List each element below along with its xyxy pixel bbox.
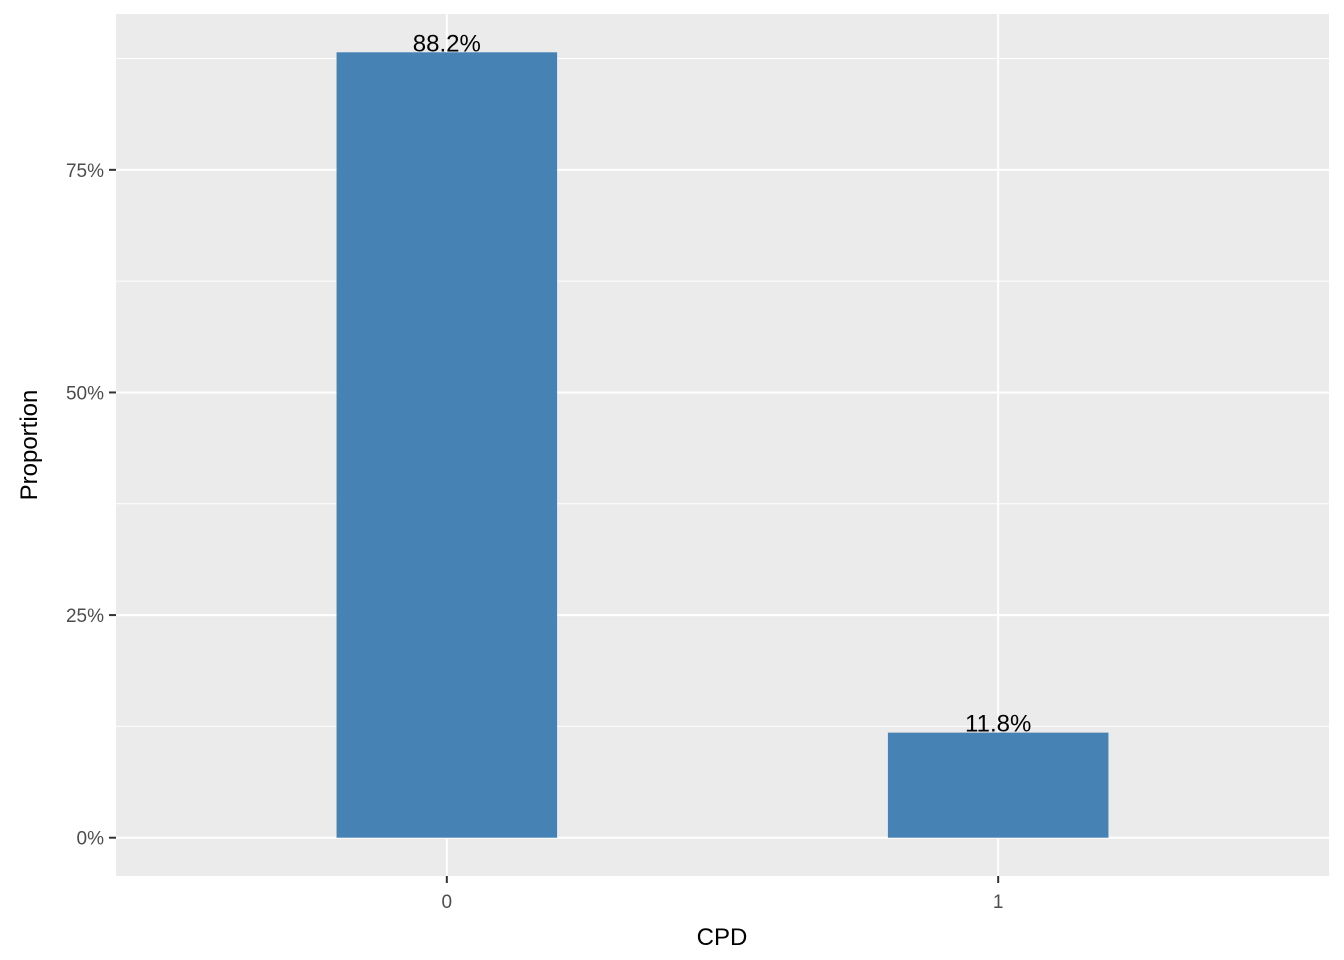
x-tick-label: 0	[442, 892, 453, 913]
x-axis-title: CPD	[697, 924, 748, 951]
y-tick-label: 25%	[66, 606, 104, 627]
bars	[336, 52, 1109, 838]
bar-1	[887, 732, 1109, 838]
y-tick-label: 75%	[66, 161, 104, 182]
y-axis: 0% 25% 50% 75%	[66, 161, 116, 850]
bar-0	[336, 52, 558, 838]
y-tick-label: 0%	[77, 829, 105, 850]
minor-gridlines	[116, 58, 1329, 727]
y-axis-title: Proportion	[16, 390, 43, 501]
y-tick-label: 50%	[66, 383, 104, 404]
data-label-0: 88.2%	[413, 30, 481, 57]
data-label-1: 11.8%	[965, 711, 1031, 738]
plot-panel	[116, 14, 1329, 876]
data-labels: 88.2% 11.8%	[413, 30, 1032, 737]
x-tick-label: 1	[993, 892, 1004, 913]
